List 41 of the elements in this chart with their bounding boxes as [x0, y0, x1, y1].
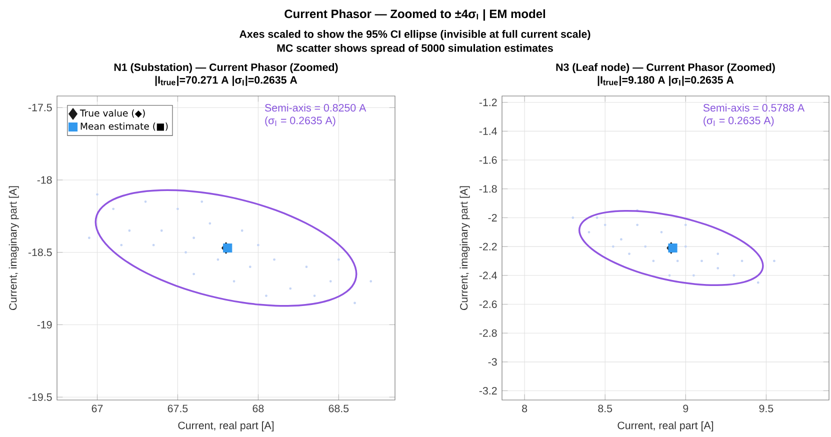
annotation: Semi-axis = 0.8250 A [265, 104, 366, 112]
y-tick-label: -17.5 [28, 104, 52, 112]
y-tick-label: -2.6 [479, 300, 497, 308]
y-tick-label: -1.8 [479, 185, 497, 193]
chart-subtitle: |I$_{true}$|=70.271 A |σ$_{I}$|=0.2635 A [155, 76, 298, 86]
y-tick-label: -1.6 [479, 156, 497, 164]
y-tick-label: -18 [37, 176, 52, 184]
x-tick-label: 8.5 [598, 404, 612, 412]
y-tick-label: -19.5 [28, 393, 52, 401]
x-tick-label: 68.5 [328, 404, 349, 412]
annotation: Semi-axis = 0.5788 A [703, 104, 805, 112]
y-axis-title: Current, imaginary part [A] [8, 186, 19, 310]
text: MC scatter shows spread of 5000 simulation estimates [277, 44, 553, 54]
annotation: (σ$_{I}$ = 0.2635 A) [704, 116, 774, 126]
legend-label: True value (◆) [80, 109, 145, 118]
text: Current Phasor — Zoomed to ±4σ$_{I}$ | EM model [284, 9, 546, 21]
x-tick-label: 67.5 [168, 404, 188, 412]
y-tick-label: -2 [488, 214, 497, 222]
x-axis-title: Current, real part [A] [178, 421, 274, 432]
x-tick-label: 9.5 [759, 404, 774, 412]
y-tick-label: -2.4 [479, 272, 497, 280]
x-axis-title: Current, real part [A] [618, 421, 714, 432]
x-tick-label: 9 [683, 404, 688, 412]
legend-label: Mean estimate (■) [80, 122, 168, 131]
y-tick-label: -1.2 [479, 98, 497, 106]
y-tick-label: -19 [37, 320, 52, 328]
chart-subtitle: |I$_{true}$|=9.180 A |σ$_{I}$|=0.2635 A [598, 76, 734, 86]
y-tick-label: -2.8 [479, 329, 497, 337]
y-tick-label: -1.4 [479, 128, 497, 135]
chart-title: N1 (Substation) — Current Phasor (Zoomed) [114, 63, 338, 74]
x-tick-label: 67 [92, 404, 103, 412]
y-tick-label: -2.2 [479, 242, 497, 250]
y-axis-title: Current, imaginary part [A] [460, 186, 470, 310]
y-tick-label: -18.5 [28, 248, 52, 256]
y-tick-label: -3 [488, 358, 497, 366]
chart-title: N3 (Leaf node) — Current Phasor (Zoomed) [556, 63, 775, 74]
x-tick-label: 68 [252, 404, 264, 412]
text: Axes scaled to show the 95% CI ellipse (invisible at full current scale) [240, 30, 590, 40]
annotation: (σ$_{I}$ = 0.2635 A) [265, 116, 336, 126]
y-tick-label: -3.2 [479, 386, 497, 395]
x-tick-label: 8 [522, 404, 528, 412]
